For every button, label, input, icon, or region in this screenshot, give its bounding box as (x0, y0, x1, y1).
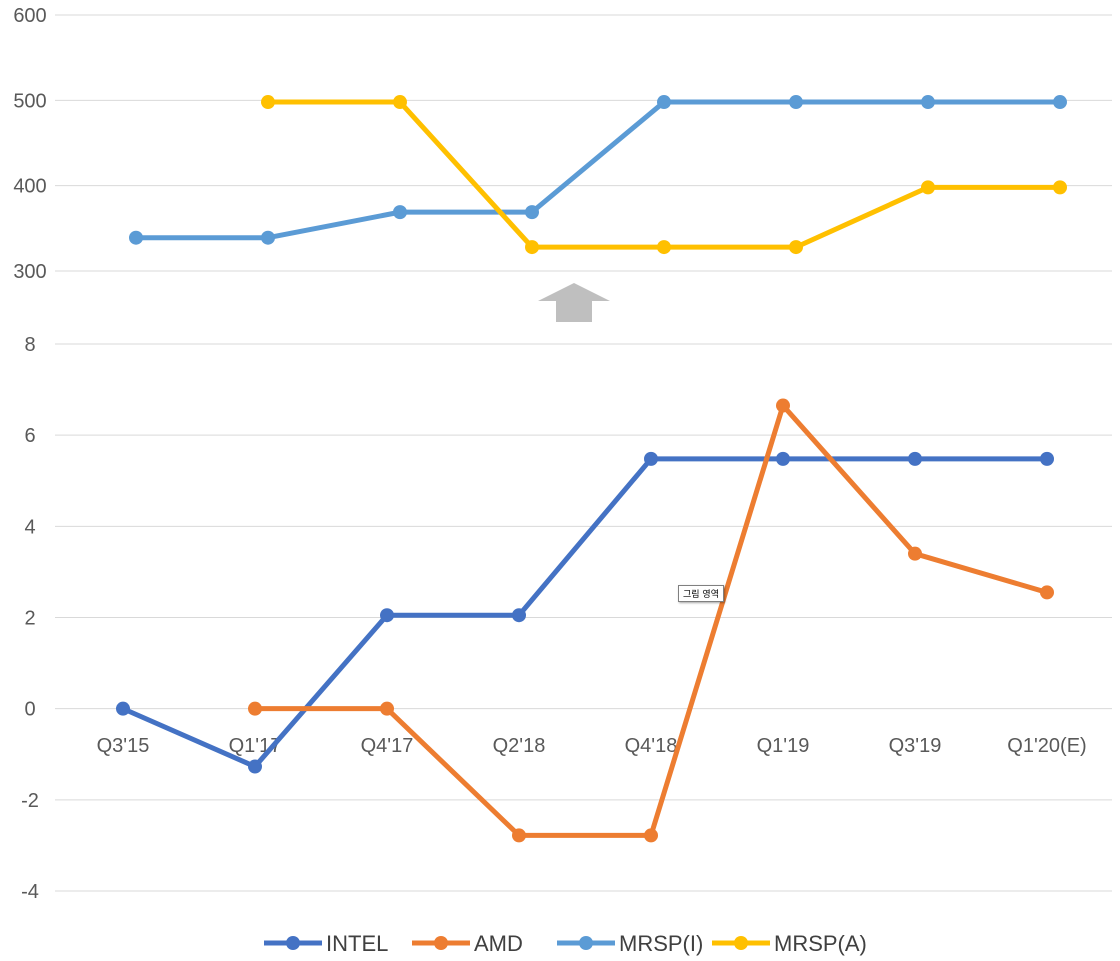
data-point (789, 240, 803, 255)
series-line (133, 99, 1063, 241)
x-axis-tick-labels: Q3'15 Q1'17 Q4'17 Q2'18 Q4'18 Q1'19 Q3'19 Q1'20… (97, 735, 1087, 757)
x-tick-label: Q4'18 (625, 735, 678, 757)
y-tick-label: 300 (13, 261, 46, 283)
legend-item: AMD (412, 931, 523, 956)
legend-item: MRSP(I) (557, 931, 703, 956)
data-point (248, 701, 262, 716)
legend-marker-icon (734, 936, 748, 950)
legend-label: MRSP(A) (774, 931, 867, 956)
data-point (908, 451, 922, 466)
y-tick-label: 6 (24, 425, 35, 447)
up-arrow-icon (538, 283, 610, 322)
legend: INTEL AMD MRSP(I) MRSP(A) (264, 931, 867, 956)
data-point (525, 205, 539, 220)
data-point (512, 828, 526, 843)
data-point (248, 759, 262, 774)
y-tick-label: 2 (24, 608, 35, 630)
data-point (393, 95, 407, 110)
series-intel (116, 451, 1054, 774)
y-tick-label: 500 (13, 90, 46, 112)
data-point (1040, 451, 1054, 466)
legend-marker-icon (579, 936, 593, 950)
data-point (380, 608, 394, 623)
y-tick-label: -4 (21, 881, 39, 903)
data-point (776, 451, 790, 466)
data-point (921, 180, 935, 195)
data-point (908, 546, 922, 561)
data-point (512, 608, 526, 623)
data-point (129, 230, 143, 245)
legend-label: MRSP(I) (619, 931, 703, 956)
series-line (120, 456, 1050, 770)
plot-area-tooltip: 그림 영역 (678, 585, 724, 602)
x-tick-label: Q1'19 (757, 735, 810, 757)
series-mrsp-i (129, 95, 1067, 245)
legend-marker-icon (286, 936, 300, 950)
y-tick-label: 600 (13, 5, 46, 27)
data-point (261, 230, 275, 245)
gridlines (55, 14, 1112, 892)
data-point (525, 240, 539, 255)
y-tick-label: 0 (24, 699, 35, 721)
data-point (657, 95, 671, 110)
data-point (1053, 95, 1067, 110)
x-tick-label: Q4'17 (361, 735, 414, 757)
legend-marker-icon (434, 936, 448, 950)
x-tick-label: Q1'20(E) (1007, 735, 1086, 757)
x-tick-label: Q3'19 (889, 735, 942, 757)
data-point (380, 701, 394, 716)
y-tick-label: 8 (24, 334, 35, 356)
legend-label: INTEL (326, 931, 388, 956)
series-line (252, 403, 1050, 838)
data-point (1053, 180, 1067, 195)
data-point (644, 828, 658, 843)
data-point (921, 95, 935, 110)
data-point (644, 451, 658, 466)
data-point (116, 701, 130, 716)
data-point (1040, 585, 1054, 600)
data-series (116, 95, 1067, 843)
x-tick-label: Q2'18 (493, 735, 546, 757)
data-point (261, 95, 275, 110)
data-point (776, 398, 790, 413)
series-line (265, 99, 1063, 250)
data-point (789, 95, 803, 110)
y-tick-label: 4 (24, 516, 35, 538)
y-axis-tick-labels: 600 500 400 300 8 6 4 2 0 -2 -4 (13, 5, 46, 903)
series-mrsp-a (261, 95, 1067, 255)
x-tick-label: Q3'15 (97, 735, 150, 757)
y-tick-label: 400 (13, 176, 46, 198)
data-point (393, 205, 407, 220)
series-amd (248, 398, 1054, 843)
legend-label: AMD (474, 931, 523, 956)
legend-item: INTEL (264, 931, 388, 956)
legend-item: MRSP(A) (712, 931, 867, 956)
y-tick-label: -2 (21, 790, 39, 812)
data-point (657, 240, 671, 255)
